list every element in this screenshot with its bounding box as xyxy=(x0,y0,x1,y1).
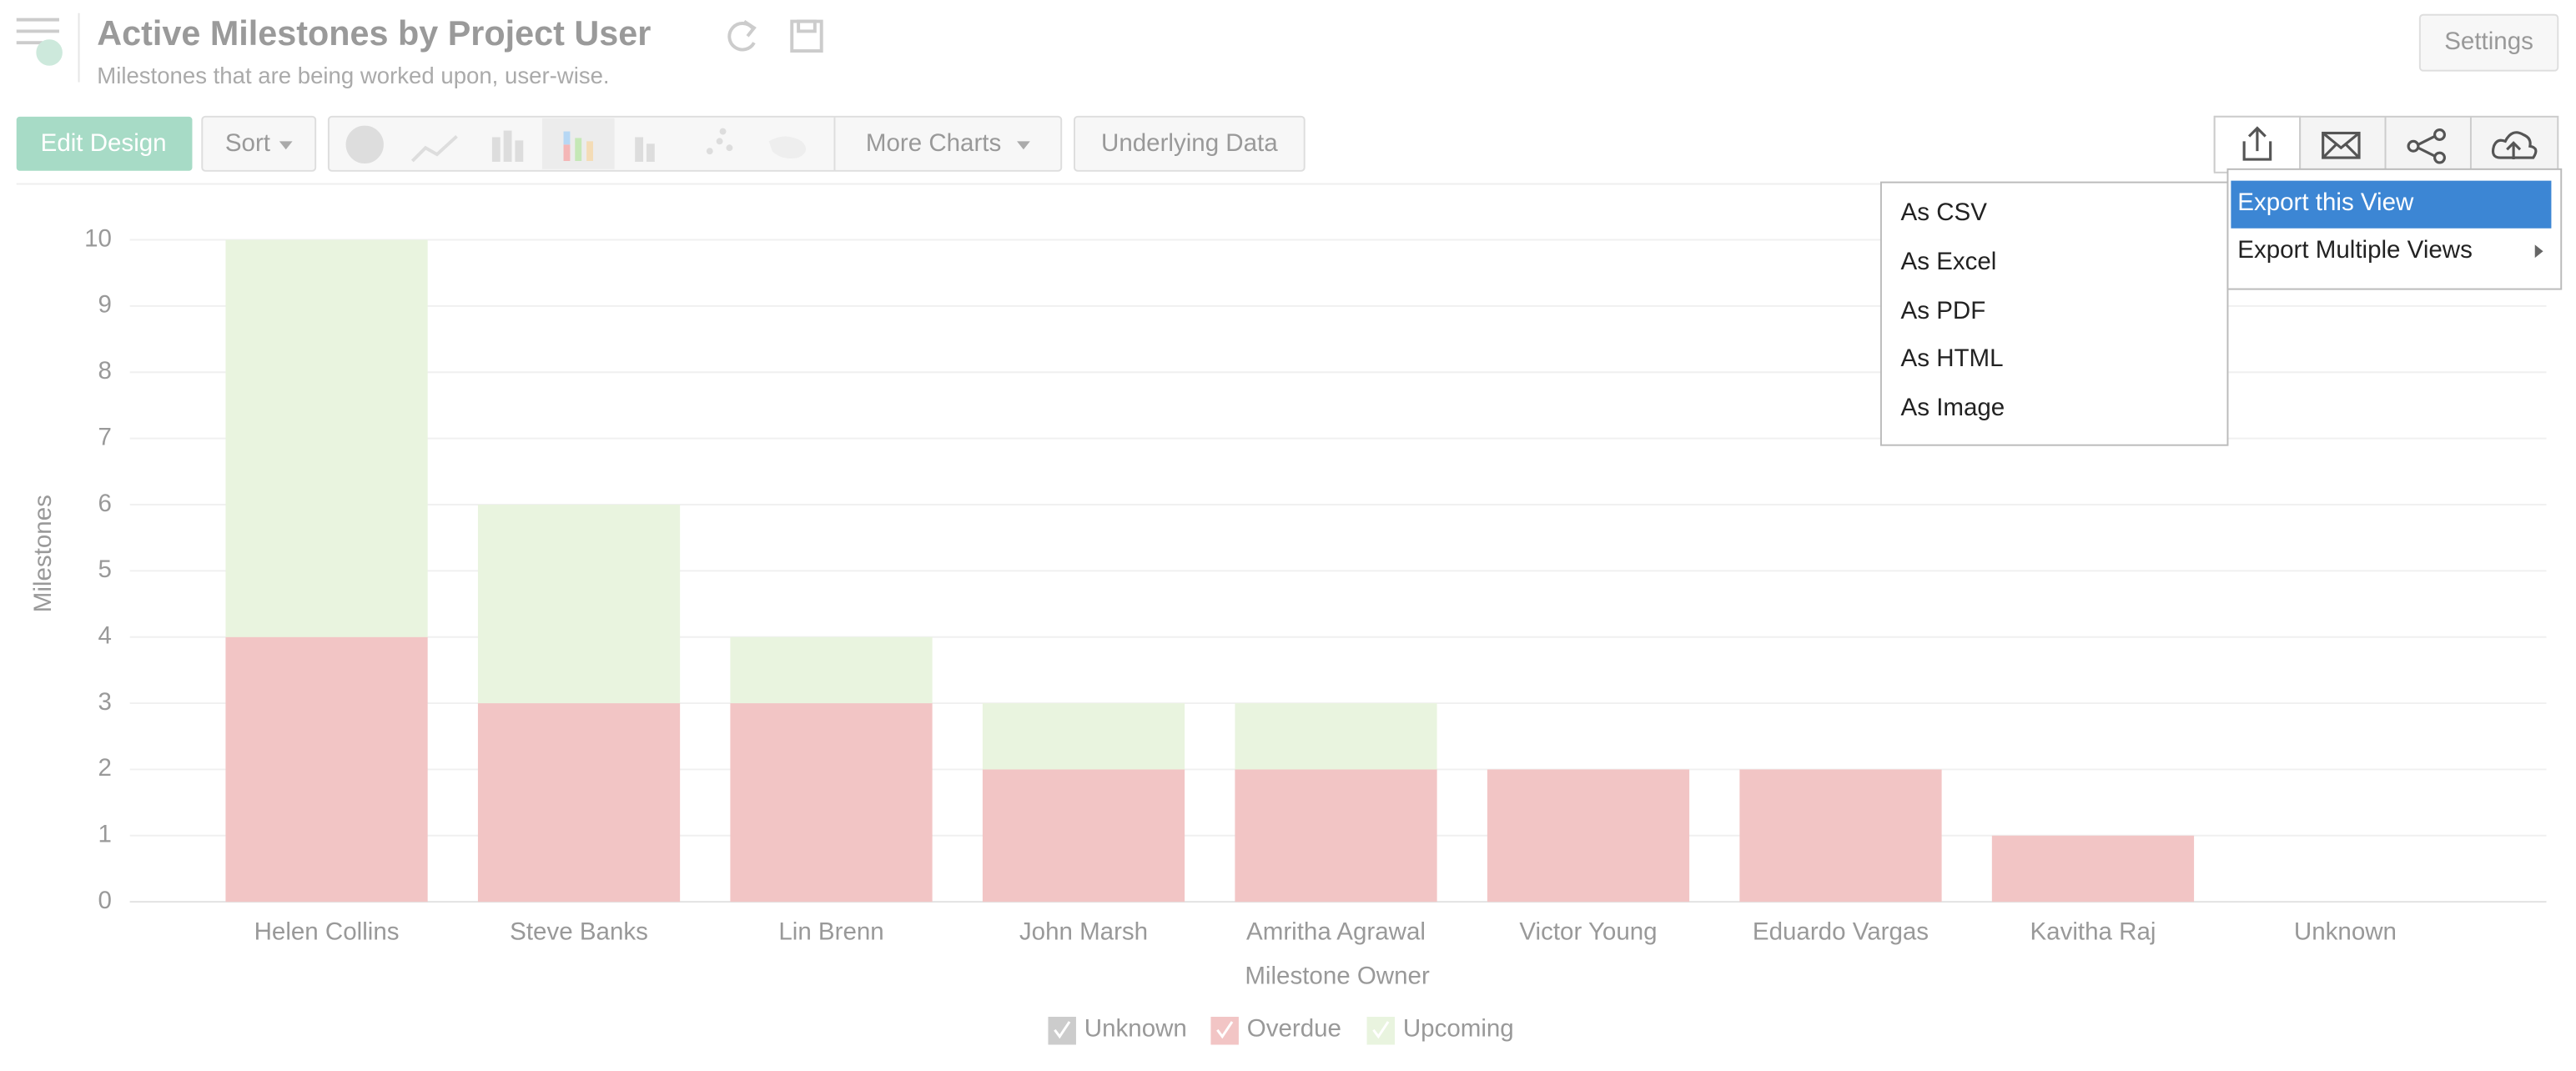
bar xyxy=(1235,769,1437,903)
x-tick-label: Lin Brenn xyxy=(778,918,883,945)
y-tick-label: 6 xyxy=(98,490,112,517)
underlying-data-label[interactable]: Underlying Data xyxy=(1101,129,1278,157)
x-tick-label: John Marsh xyxy=(1019,918,1148,945)
chart: 0 1 2 3 4 5 6 7 8 9 10 Helen Collins Steve Banks Lin … xyxy=(29,224,2547,1045)
bar xyxy=(477,703,681,903)
x-tick-label: Steve Banks xyxy=(510,918,648,945)
bar xyxy=(730,703,933,903)
legend-check xyxy=(1054,1021,1071,1039)
x-tick-label: Unknown xyxy=(2294,918,2397,945)
export-format-menu: As CSV As Excel As PDF As HTML As Image xyxy=(1879,181,2229,446)
refresh-icon[interactable] xyxy=(727,19,757,52)
settings-button[interactable] xyxy=(2418,13,2559,72)
edit-design-button[interactable] xyxy=(16,116,193,171)
page-subtitle: Milestones that are being worked upon, u… xyxy=(97,63,609,88)
share-buttons[interactable] xyxy=(2213,115,2559,173)
more-charts-label[interactable]: More Charts xyxy=(866,129,1001,157)
menu-item[interactable]: As HTML xyxy=(1901,344,2004,372)
bar xyxy=(730,636,933,704)
y-tick-label: 3 xyxy=(98,688,112,716)
edit-design-label[interactable]: Edit Design xyxy=(41,129,167,157)
bar xyxy=(225,239,428,637)
sort-label[interactable]: Sort xyxy=(225,129,270,157)
legend-check xyxy=(1372,1021,1390,1039)
menu-item[interactable]: Export Multiple Views xyxy=(2237,236,2473,264)
legend-label[interactable]: Overdue xyxy=(1247,1015,1341,1043)
x-axis-title: Milestone Owner xyxy=(1245,963,1430,990)
legend-label[interactable]: Upcoming xyxy=(1403,1015,1514,1043)
bar xyxy=(1487,769,1690,903)
y-tick-label: 0 xyxy=(98,887,112,914)
chart-type-icons[interactable] xyxy=(345,125,807,163)
bar xyxy=(1739,769,1942,903)
sort-button[interactable] xyxy=(201,115,317,172)
page-title: Active Milestones by Project User xyxy=(97,14,651,53)
bar xyxy=(1991,835,2195,903)
underlying-data-button[interactable] xyxy=(1074,115,1306,172)
menu-item[interactable]: As Excel xyxy=(1901,248,1997,275)
y-tick-label: 7 xyxy=(98,423,112,450)
caret xyxy=(1017,141,1030,150)
menu-item[interactable]: Export this View xyxy=(2237,189,2414,216)
x-tick-label: Helen Collins xyxy=(254,918,400,945)
x-tick-label: Amritha Agrawal xyxy=(1246,918,1426,945)
menu-panel xyxy=(1879,181,2229,446)
x-tick-label: Eduardo Vargas xyxy=(1753,918,1929,945)
y-tick-label: 8 xyxy=(98,357,112,385)
y-tick-label: 9 xyxy=(98,291,112,319)
legend-check xyxy=(1216,1021,1234,1039)
bar xyxy=(982,703,1185,770)
bar xyxy=(225,636,428,903)
menu-highlight xyxy=(2231,180,2552,229)
x-tick-label: Kavitha Raj xyxy=(2030,918,2156,945)
menu-item[interactable]: As Image xyxy=(1901,394,2005,421)
y-tick-label: 10 xyxy=(84,224,112,252)
menu-item[interactable]: As CSV xyxy=(1901,199,1988,226)
bar xyxy=(477,504,681,704)
y-tick-label: 2 xyxy=(98,754,112,782)
y-tick-label: 4 xyxy=(98,622,112,650)
bar xyxy=(1235,703,1437,770)
settings-label[interactable]: Settings xyxy=(2444,28,2533,55)
y-tick-label: 1 xyxy=(98,821,112,848)
menu-icon[interactable] xyxy=(16,18,63,66)
submenu-arrow xyxy=(2534,244,2543,259)
y-axis-title: Milestones xyxy=(29,495,57,612)
caret xyxy=(279,141,293,150)
x-tick-label: Victor Young xyxy=(1519,918,1657,945)
y-tick-label: 5 xyxy=(98,556,112,583)
menu-item[interactable]: As PDF xyxy=(1901,297,1986,324)
save-icon[interactable] xyxy=(790,19,823,53)
legend-label[interactable]: Unknown xyxy=(1084,1015,1187,1043)
bar xyxy=(982,769,1185,903)
export-menu: Export this View Export Multiple Views xyxy=(2226,168,2563,290)
